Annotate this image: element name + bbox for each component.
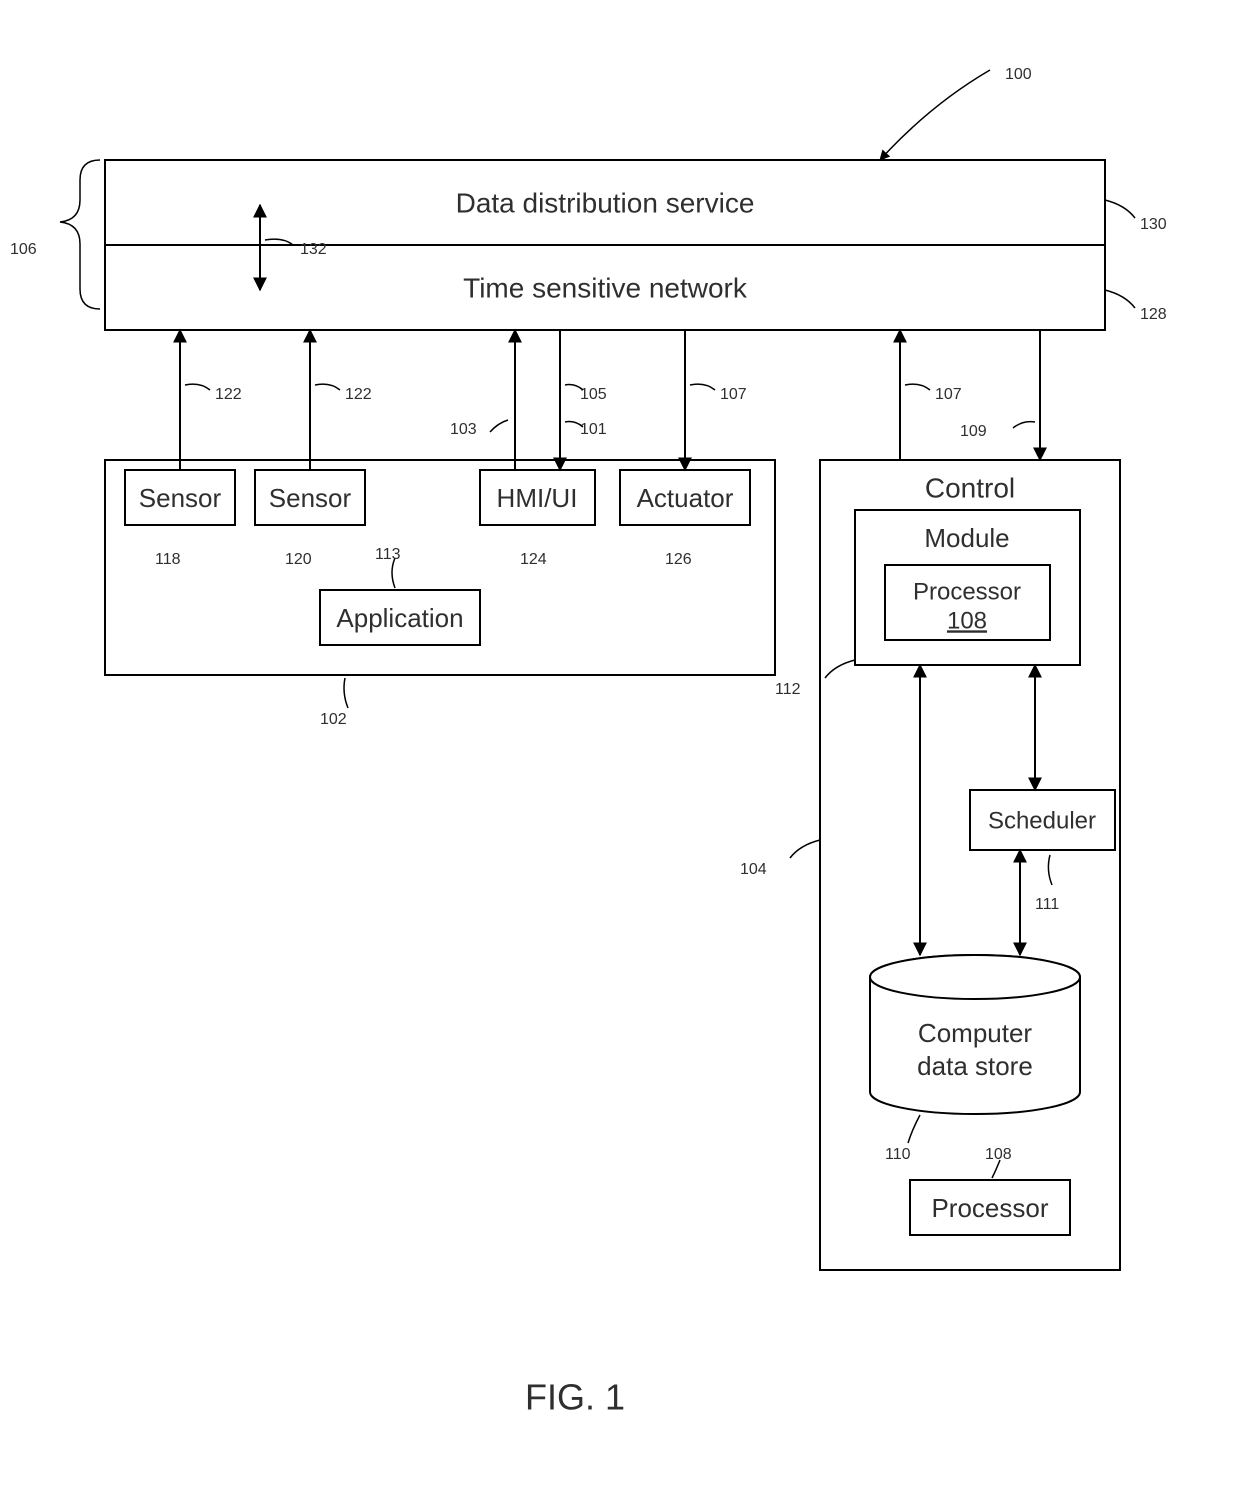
lead-104 xyxy=(790,840,820,858)
ref-109: 109 xyxy=(960,423,987,440)
lead-102 xyxy=(344,678,348,708)
ref-122a: 122 xyxy=(215,386,242,403)
label-actuator: Actuator xyxy=(637,483,734,513)
label-processor1-ref: 108 xyxy=(947,607,987,634)
lead-130 xyxy=(1105,200,1135,218)
pointer-100-arrow xyxy=(880,70,990,160)
ref-108b: 108 xyxy=(985,1146,1012,1163)
ref-102: 102 xyxy=(320,711,347,728)
label-hmi: HMI/UI xyxy=(497,483,578,513)
lead-122b xyxy=(315,384,340,390)
label-module: Module xyxy=(924,523,1009,553)
label-datastore-l2: data store xyxy=(917,1051,1033,1081)
ref-110: 110 xyxy=(885,1146,911,1163)
lead-128 xyxy=(1105,290,1135,308)
lead-122a xyxy=(185,384,210,390)
ref-100: 100 xyxy=(1005,66,1032,83)
ref-106: 106 xyxy=(10,241,37,258)
ref-124: 124 xyxy=(520,551,547,568)
lead-107b xyxy=(905,384,930,390)
ref-126: 126 xyxy=(665,551,692,568)
ref-122b: 122 xyxy=(345,386,372,403)
figure-caption: FIG. 1 xyxy=(525,1377,625,1418)
label-processor2: Processor xyxy=(931,1193,1048,1223)
label-scheduler: Scheduler xyxy=(988,807,1096,834)
lead-109 xyxy=(1013,422,1035,428)
brace-106 xyxy=(60,160,100,309)
label-datastore-l1: Computer xyxy=(918,1018,1032,1048)
ref-128: 128 xyxy=(1140,306,1167,323)
ref-107a: 107 xyxy=(720,386,747,403)
label-processor1: Processor xyxy=(913,578,1021,605)
lead-107a xyxy=(690,384,715,390)
label-application: Application xyxy=(336,603,463,633)
ref-118: 118 xyxy=(155,551,181,568)
ref-103: 103 xyxy=(450,421,477,438)
ref-105: 105 xyxy=(580,386,607,403)
label-sensor1: Sensor xyxy=(139,483,222,513)
label-dds: Data distribution service xyxy=(456,187,755,218)
ref-112: 112 xyxy=(775,681,801,698)
label-tsn: Time sensitive network xyxy=(463,272,748,303)
ref-130: 130 xyxy=(1140,216,1167,233)
label-sensor2: Sensor xyxy=(269,483,352,513)
ref-107b: 107 xyxy=(935,386,962,403)
ref-120: 120 xyxy=(285,551,312,568)
lead-103 xyxy=(490,420,508,432)
ref-113: 113 xyxy=(375,546,401,563)
ref-104: 104 xyxy=(740,861,767,878)
label-control: Control xyxy=(925,472,1015,503)
ref-101: 101 xyxy=(580,421,607,438)
ref-132: 132 xyxy=(300,241,327,258)
ref-111: 111 xyxy=(1035,896,1059,913)
